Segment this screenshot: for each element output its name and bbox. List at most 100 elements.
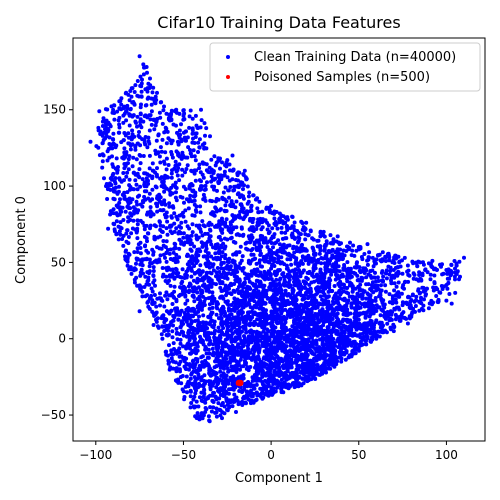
clean-point bbox=[147, 282, 152, 287]
clean-point bbox=[195, 341, 200, 346]
clean-point bbox=[323, 346, 328, 351]
clean-point bbox=[208, 379, 213, 384]
clean-point bbox=[380, 269, 385, 274]
clean-point bbox=[345, 301, 350, 306]
clean-point bbox=[410, 259, 415, 264]
clean-point bbox=[154, 120, 159, 125]
clean-point bbox=[291, 338, 296, 343]
clean-point bbox=[239, 374, 244, 379]
clean-point bbox=[364, 296, 369, 301]
clean-point bbox=[184, 374, 189, 379]
clean-point bbox=[353, 271, 358, 276]
clean-point bbox=[210, 177, 215, 182]
clean-point bbox=[246, 312, 251, 317]
clean-point bbox=[355, 291, 360, 296]
clean-point bbox=[188, 389, 193, 394]
clean-point bbox=[260, 217, 265, 222]
clean-point bbox=[169, 292, 174, 297]
clean-point bbox=[231, 300, 236, 305]
clean-point bbox=[265, 240, 270, 245]
clean-point bbox=[190, 331, 195, 336]
clean-point bbox=[148, 226, 152, 231]
clean-point bbox=[294, 245, 299, 250]
clean-point bbox=[110, 162, 115, 167]
clean-point bbox=[266, 223, 271, 228]
clean-point bbox=[164, 210, 169, 215]
clean-point bbox=[351, 348, 355, 353]
clean-point bbox=[212, 370, 216, 375]
clean-point bbox=[192, 339, 197, 344]
clean-point bbox=[146, 304, 151, 309]
clean-point bbox=[229, 199, 234, 204]
clean-point bbox=[428, 277, 433, 282]
clean-point bbox=[158, 176, 163, 181]
clean-point bbox=[127, 112, 132, 117]
clean-point bbox=[302, 357, 307, 362]
clean-point bbox=[176, 317, 181, 322]
clean-point bbox=[133, 207, 138, 212]
clean-point bbox=[196, 150, 200, 154]
clean-point bbox=[300, 254, 305, 259]
clean-point bbox=[201, 413, 206, 418]
clean-point bbox=[329, 269, 334, 274]
clean-point bbox=[360, 337, 365, 342]
clean-point bbox=[254, 261, 259, 266]
clean-point bbox=[124, 197, 129, 202]
clean-point bbox=[100, 165, 105, 170]
clean-point bbox=[208, 239, 213, 244]
clean-point bbox=[372, 306, 377, 311]
clean-point bbox=[167, 367, 172, 372]
clean-point bbox=[157, 154, 162, 159]
clean-point bbox=[186, 145, 191, 150]
clean-point bbox=[142, 227, 147, 232]
clean-point bbox=[272, 286, 277, 291]
clean-point bbox=[230, 331, 235, 336]
clean-point bbox=[268, 281, 273, 286]
clean-point bbox=[158, 291, 162, 296]
clean-point bbox=[197, 178, 202, 183]
clean-point bbox=[217, 157, 222, 162]
clean-point bbox=[198, 263, 203, 268]
clean-point bbox=[143, 142, 148, 147]
clean-point bbox=[118, 232, 123, 237]
clean-point bbox=[372, 284, 377, 289]
clean-point bbox=[353, 342, 358, 347]
clean-point bbox=[292, 345, 296, 349]
clean-point bbox=[445, 286, 450, 291]
clean-point bbox=[168, 190, 173, 195]
clean-point bbox=[315, 278, 320, 283]
clean-point bbox=[253, 341, 258, 346]
clean-point bbox=[347, 354, 352, 359]
clean-point bbox=[244, 303, 249, 308]
clean-point bbox=[268, 273, 273, 278]
clean-point bbox=[311, 246, 315, 251]
clean-point bbox=[257, 378, 262, 383]
clean-point bbox=[179, 153, 184, 158]
clean-point bbox=[269, 364, 274, 369]
clean-point bbox=[278, 335, 283, 340]
clean-point bbox=[118, 205, 123, 210]
clean-point bbox=[102, 130, 107, 135]
clean-point bbox=[313, 377, 318, 381]
clean-point bbox=[135, 210, 140, 215]
clean-point bbox=[171, 314, 176, 318]
clean-point bbox=[247, 236, 252, 241]
clean-point bbox=[173, 195, 178, 200]
clean-point bbox=[308, 228, 313, 233]
clean-point bbox=[241, 232, 246, 237]
clean-point bbox=[215, 266, 220, 270]
clean-point bbox=[174, 123, 178, 128]
clean-point bbox=[117, 200, 122, 205]
clean-point bbox=[288, 269, 292, 274]
clean-point bbox=[238, 244, 243, 249]
clean-point bbox=[439, 284, 444, 288]
clean-point bbox=[234, 232, 239, 237]
clean-point bbox=[128, 206, 133, 211]
clean-point bbox=[130, 128, 135, 133]
clean-point bbox=[246, 350, 251, 354]
clean-point bbox=[400, 271, 405, 276]
clean-point bbox=[210, 305, 215, 310]
clean-point bbox=[156, 133, 161, 138]
clean-point bbox=[127, 98, 132, 103]
clean-point bbox=[181, 184, 186, 189]
